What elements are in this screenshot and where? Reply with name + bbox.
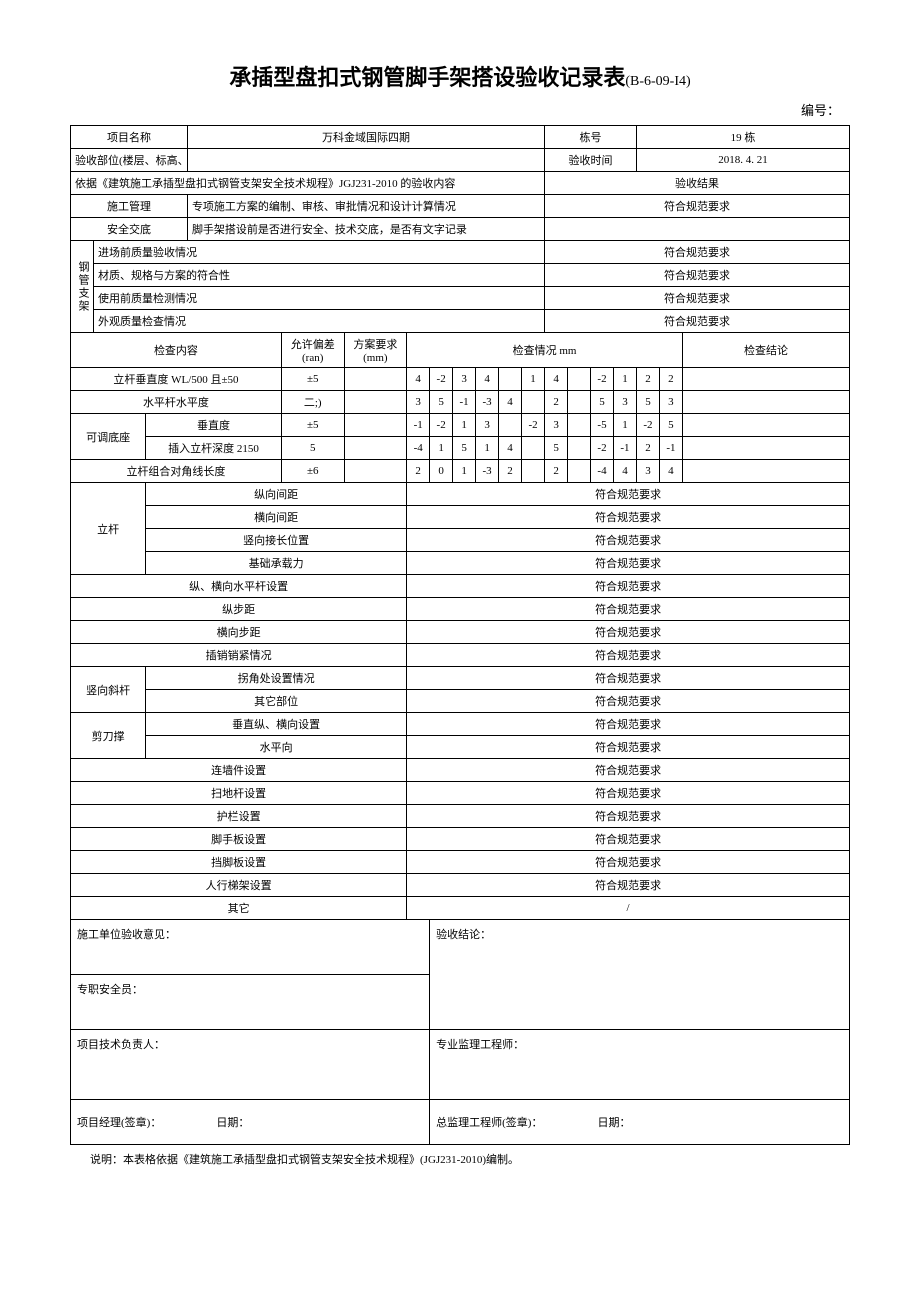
sx-label: 竖向斜杆: [71, 667, 146, 713]
bldg-value: 19 栋: [636, 126, 849, 149]
other-label: 其它: [71, 897, 407, 920]
item-result: 符合规范要求: [407, 598, 850, 621]
item-cell: 扫地杆设置: [71, 782, 407, 805]
title-code: (B-6-09-I4): [625, 74, 690, 89]
pipe-res4: 符合规范要求: [545, 310, 850, 333]
result-label: 验收结果: [545, 172, 850, 195]
time-value: 2018. 4. 21: [636, 149, 849, 172]
item-result: 符合规范要求: [407, 644, 850, 667]
mgmt-label: 施工管理: [71, 195, 188, 218]
lg-label: 立杆: [71, 483, 146, 575]
pipe-row2: 材质、规格与方案的符合性: [93, 264, 544, 287]
safe-desc: 脚手架搭设前是否进行安全、技术交底，是否有文字记录: [187, 218, 544, 241]
sig-l4: 项目经理(签章)： 日期：: [71, 1100, 430, 1145]
item-cell: 垂直纵、横向设置: [146, 713, 407, 736]
sig-r4: 总监理工程师(签章)： 日期：: [430, 1100, 850, 1145]
item-result: 符合规范要求: [407, 828, 850, 851]
pipe-label: 钢管支架: [71, 241, 94, 333]
page-title: 承插型盘扣式钢管脚手架搭设验收记录表(B-6-09-I4): [70, 60, 850, 92]
item-cell: 横向步距: [71, 621, 407, 644]
serial-label: 编号：: [70, 100, 850, 119]
item-result: 符合规范要求: [407, 506, 850, 529]
item-cell: 纵步距: [71, 598, 407, 621]
sig-l1: 施工单位验收意见：: [71, 920, 430, 975]
item-result: 符合规范要求: [407, 874, 850, 897]
pipe-res3: 符合规范要求: [545, 287, 850, 310]
footer-note: 说明：本表格依据《建筑施工承插型盘扣式钢管支架安全技术规程》(JGJ231-20…: [70, 1151, 850, 1167]
safe-result: [545, 218, 850, 241]
item-cell: 脚手板设置: [71, 828, 407, 851]
pipe-res1: 符合规范要求: [545, 241, 850, 264]
pipe-row1: 进场前质量验收情况: [93, 241, 544, 264]
chk-row-3b: 插入立杆深度 2150 5 -415145-2-12-1: [71, 437, 850, 460]
item-cell: 纵向间距: [146, 483, 407, 506]
item-cell: 人行梯架设置: [71, 874, 407, 897]
sig-l3: 项目技术负责人：: [71, 1030, 430, 1100]
item-result: 符合规范要求: [407, 552, 850, 575]
item-result: 符合规范要求: [407, 483, 850, 506]
proj-name-label: 项目名称: [71, 126, 188, 149]
title-main: 承插型盘扣式钢管脚手架搭设验收记录表: [229, 65, 625, 90]
sig-l2: 专职安全员：: [71, 975, 430, 1030]
chk-content-label: 检查内容: [71, 333, 282, 368]
jdc-label: 剪刀撑: [71, 713, 146, 759]
pipe-res2: 符合规范要求: [545, 264, 850, 287]
item-cell: 插销销紧情况: [71, 644, 407, 667]
item-result: 符合规范要求: [407, 690, 850, 713]
item-cell: 横向间距: [146, 506, 407, 529]
item-result: 符合规范要求: [407, 529, 850, 552]
item-result: 符合规范要求: [407, 667, 850, 690]
item-cell: 护栏设置: [71, 805, 407, 828]
item-cell: 挡脚板设置: [71, 851, 407, 874]
main-table: 项目名称 万科金域国际四期 栋号 19 栋 验收部位(楼层、标高、轴线等) 验收…: [70, 125, 850, 1145]
item-cell: 基础承载力: [146, 552, 407, 575]
pipe-row3: 使用前质量检测情况: [93, 287, 544, 310]
item-result: 符合规范要求: [407, 851, 850, 874]
sig-r1: 验收结论：: [430, 920, 850, 1030]
item-result: 符合规范要求: [407, 575, 850, 598]
item-cell: 竖向接长位置: [146, 529, 407, 552]
chk-row-1: 立杆垂直度 WL/500 且±50 ±5 4-23414-2122: [71, 368, 850, 391]
item-cell: 拐角处设置情况: [146, 667, 407, 690]
basis-text: 依据《建筑施工承插型盘扣式钢管支架安全技术规程》JGJ231-2010 的验收内…: [71, 172, 545, 195]
chk-tol-label: 允许偏差(ran): [281, 333, 344, 368]
pipe-row4: 外观质量检查情况: [93, 310, 544, 333]
time-label: 验收时间: [545, 149, 637, 172]
chk-row-4: 立杆组合对角线长度 ±6 201-322-4434: [71, 460, 850, 483]
safe-label: 安全交底: [71, 218, 188, 241]
other-value: /: [407, 897, 850, 920]
item-cell: 水平向: [146, 736, 407, 759]
item-result: 符合规范要求: [407, 621, 850, 644]
chk-plan-label: 方案要求(mm): [344, 333, 407, 368]
item-result: 符合规范要求: [407, 736, 850, 759]
loc-value: [187, 149, 544, 172]
mgmt-result: 符合规范要求: [545, 195, 850, 218]
sig-r3: 专业监理工程师：: [430, 1030, 850, 1100]
chk-row-2: 水平杆水平度 二;) 35-1-3425353: [71, 391, 850, 414]
item-cell: 其它部位: [146, 690, 407, 713]
item-result: 符合规范要求: [407, 805, 850, 828]
item-result: 符合规范要求: [407, 782, 850, 805]
bldg-label: 栋号: [545, 126, 637, 149]
item-result: 符合规范要求: [407, 759, 850, 782]
item-result: 符合规范要求: [407, 713, 850, 736]
mgmt-desc: 专项施工方案的编制、审核、审批情况和设计计算情况: [187, 195, 544, 218]
chk-situation-label: 检查情况 mm: [407, 333, 683, 368]
chk-concl-label: 检查结论: [682, 333, 849, 368]
proj-name-value: 万科金域国际四期: [187, 126, 544, 149]
item-cell: 连墙件设置: [71, 759, 407, 782]
item-cell: 纵、横向水平杆设置: [71, 575, 407, 598]
loc-label: 验收部位(楼层、标高、轴线等): [71, 149, 188, 172]
chk-row-3a: 可调底座 垂直度 ±5 -1-213-23-51-25: [71, 414, 850, 437]
